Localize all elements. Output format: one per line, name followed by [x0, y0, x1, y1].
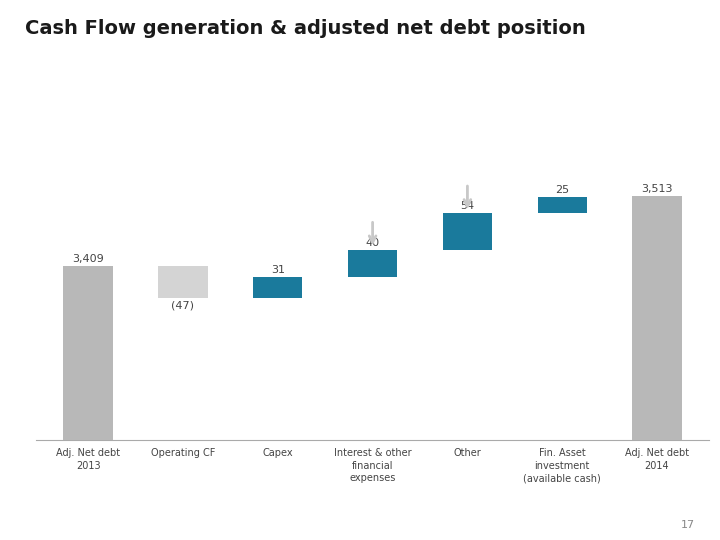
Text: DLJ preferred dividend: DLJ preferred dividend [161, 190, 267, 199]
Text: 3,409: 3,409 [72, 254, 104, 264]
Text: PIK Interest: PIK Interest [161, 131, 215, 140]
Text: Cash interest: Cash interest [161, 102, 224, 111]
Text: Taxes paid: Taxes paid [404, 102, 454, 111]
Text: FX impact: FX impact [404, 160, 451, 170]
Text: €6m: €6m [107, 102, 127, 111]
Text: Grupo Prisa Net Debt (€m): Grupo Prisa Net Debt (€m) [33, 51, 210, 64]
Bar [253, 276, 302, 298]
Text: Redundancy expenses: Redundancy expenses [404, 131, 511, 140]
Text: €16m: €16m [347, 160, 374, 170]
Text: 17: 17 [680, 520, 695, 530]
Text: €12m: €12m [347, 190, 374, 199]
Bar [158, 266, 207, 298]
Text: 31: 31 [271, 265, 285, 275]
Text: 3,513: 3,513 [642, 184, 672, 194]
Text: €8m: €8m [107, 160, 127, 170]
Text: (47): (47) [171, 300, 194, 310]
Text: 25: 25 [555, 185, 570, 194]
Text: 54: 54 [460, 201, 474, 212]
Bar [63, 266, 113, 440]
Text: €9m: €9m [347, 131, 368, 140]
Text: Change in consolidation perimeter: Change in consolidation perimeter [404, 190, 568, 199]
Text: €10m: €10m [347, 102, 374, 111]
Text: Accrued unpaid interest: Accrued unpaid interest [161, 160, 274, 170]
Text: €5m: €5m [107, 190, 127, 199]
Bar [632, 196, 682, 440]
Bar [538, 197, 587, 213]
Text: Cash Flow generation & adjusted net debt position: Cash Flow generation & adjusted net debt… [25, 19, 586, 38]
Bar [443, 213, 492, 250]
Text: 40: 40 [366, 238, 379, 248]
Bar [348, 250, 397, 276]
Text: €19m: €19m [107, 131, 133, 140]
